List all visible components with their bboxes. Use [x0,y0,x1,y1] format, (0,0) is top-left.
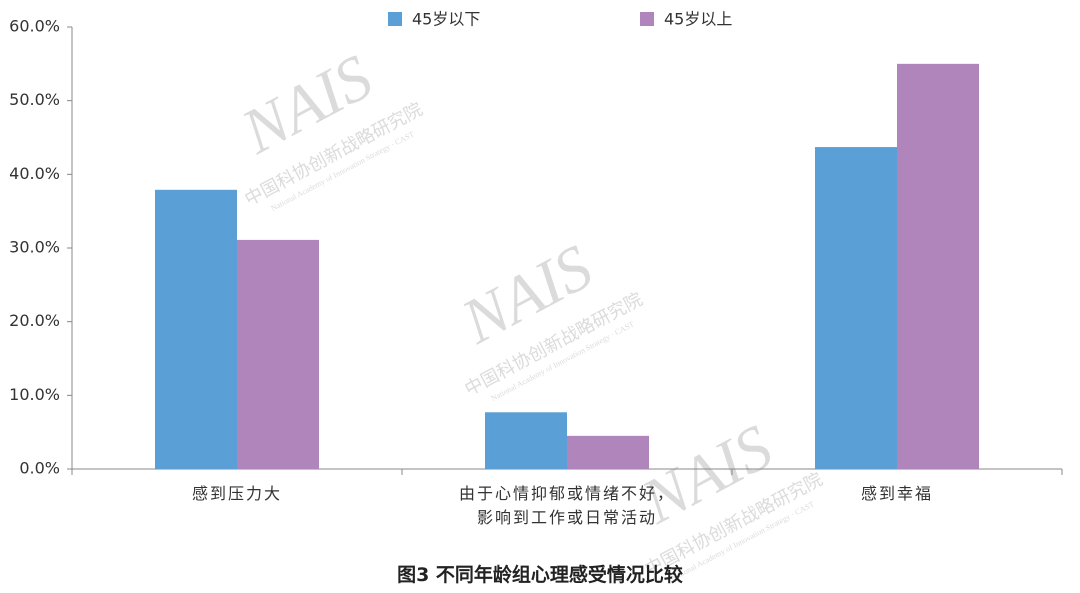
legend-label: 45岁以下 [412,10,480,29]
bar [237,239,319,469]
y-tick-label: 50.0% [9,90,60,109]
legend-swatch [388,12,402,26]
chart-title: 图3 不同年龄组心理感受情况比较 [397,564,683,586]
y-tick-label: 40.0% [9,164,60,183]
x-tick-label: 感到幸福 [860,484,933,503]
bar [485,412,567,469]
y-tick-label: 10.0% [9,385,60,404]
bar [155,189,237,469]
bar [815,147,897,469]
legend-swatch [640,12,654,26]
x-tick-label: 感到压力大 [191,484,282,503]
legend-label: 45岁以上 [664,10,732,29]
bar [567,435,649,469]
bar [897,63,979,469]
y-tick-label: 20.0% [9,311,60,330]
x-tick-label: 由于心情抑郁或情绪不好， 影响到工作或日常活动 [458,484,675,527]
y-tick-label: 0.0% [19,459,60,478]
y-tick-label: 30.0% [9,238,60,257]
y-tick-label: 60.0% [9,17,60,36]
